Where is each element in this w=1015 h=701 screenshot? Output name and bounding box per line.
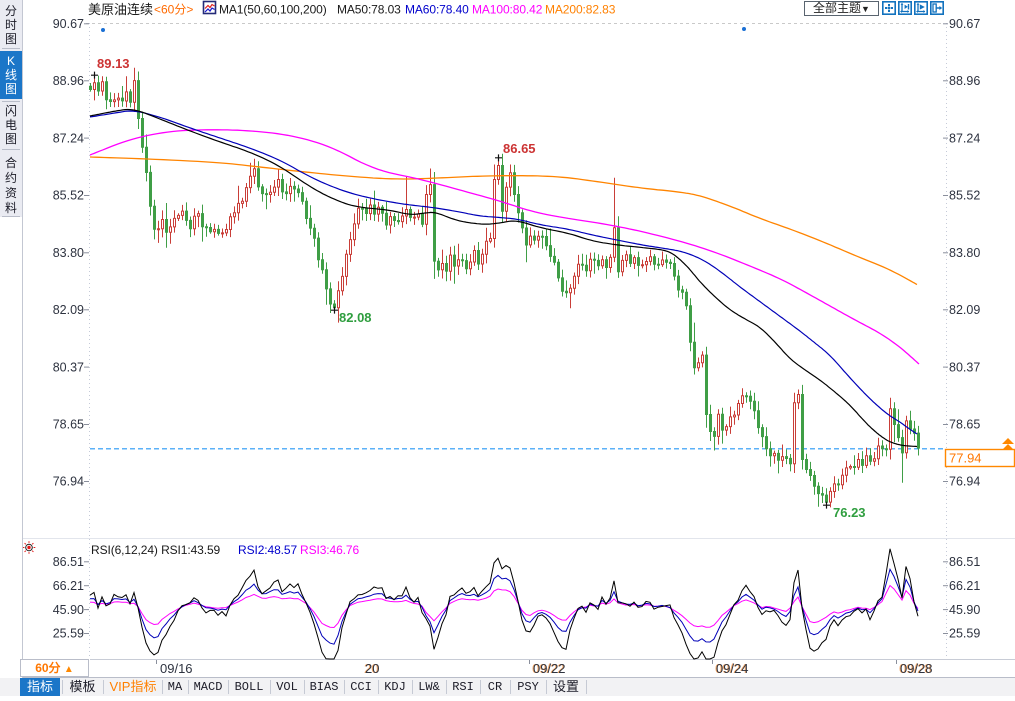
svg-text:82.08: 82.08	[339, 310, 372, 325]
svg-text:25.59: 25.59	[53, 627, 84, 641]
svg-text:MA50:78.03: MA50:78.03	[337, 3, 401, 17]
svg-text:83.80: 83.80	[949, 246, 980, 260]
svg-text:MA1(50,60,100,200): MA1(50,60,100,200)	[219, 3, 327, 17]
svg-text:MA200:82.83: MA200:82.83	[545, 3, 616, 17]
svg-text:09/24: 09/24	[716, 661, 749, 676]
svg-text:20: 20	[364, 661, 378, 676]
svg-text:86.51: 86.51	[53, 555, 84, 569]
svg-text:83.80: 83.80	[53, 246, 84, 260]
svg-text:78.65: 78.65	[949, 418, 980, 432]
svg-text:09/28: 09/28	[899, 661, 932, 676]
svg-text:美原油连续: 美原油连续	[88, 2, 153, 17]
svg-text:76.94: 76.94	[949, 475, 980, 489]
svg-text:09/24: 09/24	[715, 661, 748, 676]
svg-text:80.37: 80.37	[53, 360, 84, 374]
svg-text:RSI(6,12,24) RSI1:43.59: RSI(6,12,24) RSI1:43.59	[91, 543, 221, 557]
svg-text:90.67: 90.67	[949, 17, 980, 31]
svg-text:78.65: 78.65	[53, 418, 84, 432]
svg-text:66.21: 66.21	[53, 579, 84, 593]
svg-text:82.09: 82.09	[949, 303, 980, 317]
svg-text:MA100:80.42: MA100:80.42	[472, 3, 543, 17]
svg-text:09/16: 09/16	[160, 661, 193, 676]
svg-text:90.67: 90.67	[53, 17, 84, 31]
svg-text:82.09: 82.09	[53, 303, 84, 317]
svg-text:76.23: 76.23	[833, 505, 866, 520]
svg-text:89.13: 89.13	[97, 56, 130, 71]
svg-text:88.96: 88.96	[949, 74, 980, 88]
svg-text:20: 20	[365, 661, 379, 676]
svg-text:09/28: 09/28	[900, 661, 933, 676]
svg-text:87.24: 87.24	[53, 131, 84, 145]
svg-text:88.96: 88.96	[53, 74, 84, 88]
svg-text:<60分>: <60分>	[154, 3, 193, 17]
svg-text:87.24: 87.24	[949, 131, 980, 145]
svg-text:RSI3:46.76: RSI3:46.76	[300, 543, 359, 557]
svg-text:RSI2:48.57: RSI2:48.57	[238, 543, 297, 557]
svg-text:45.90: 45.90	[949, 603, 980, 617]
svg-text:76.94: 76.94	[53, 475, 84, 489]
svg-text:86.65: 86.65	[503, 141, 536, 156]
svg-text:80.37: 80.37	[949, 360, 980, 374]
svg-text:66.21: 66.21	[949, 579, 980, 593]
svg-text:85.52: 85.52	[53, 189, 84, 203]
svg-text:09/22: 09/22	[532, 661, 565, 676]
svg-text:77.94: 77.94	[949, 451, 982, 466]
svg-text:85.52: 85.52	[949, 189, 980, 203]
svg-text:25.59: 25.59	[949, 627, 980, 641]
svg-text:09/22: 09/22	[533, 661, 566, 676]
svg-text:45.90: 45.90	[53, 603, 84, 617]
svg-text:86.51: 86.51	[949, 555, 980, 569]
svg-text:MA60:78.40: MA60:78.40	[405, 3, 469, 17]
